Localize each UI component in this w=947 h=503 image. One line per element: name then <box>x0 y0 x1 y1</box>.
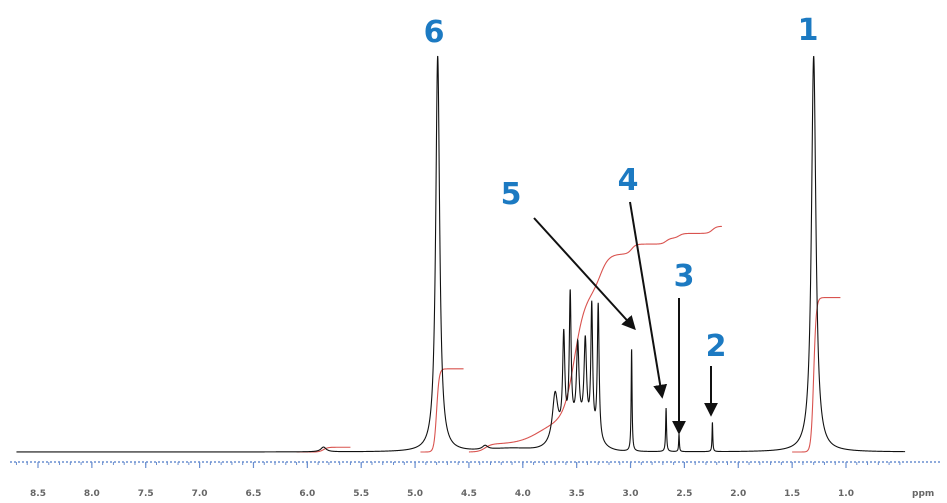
x-tick-label: 8.0 <box>84 489 100 499</box>
x-tick-label: 8.5 <box>30 489 46 499</box>
peak-label-3: 3 <box>674 259 695 294</box>
x-tick-label: 4.0 <box>515 489 531 499</box>
x-tick-label: 5.5 <box>353 489 369 499</box>
spectrum-line <box>16 55 906 453</box>
x-axis: 8.5 8.0 7.5 7.0 6.5 6.0 5.5 5.0 4.5 4.0 3.5 3.0 2.5 2… <box>10 461 940 499</box>
x-tick-label: 3.0 <box>623 489 639 499</box>
arrow-peak-4 <box>629 201 668 399</box>
x-tick-label: 1.5 <box>784 489 800 499</box>
arrow-peak-5 <box>533 217 636 331</box>
spectrum-layer <box>16 55 906 453</box>
x-tick-label: 2.5 <box>676 489 692 499</box>
integral-curve-layer <box>296 225 841 453</box>
x-tick-label: 6.0 <box>299 489 315 499</box>
integral-segment <box>420 368 464 453</box>
peak-label-5: 5 <box>501 177 522 212</box>
peak-label-4: 4 <box>618 163 639 198</box>
peak-label-2: 2 <box>706 329 727 364</box>
peak-label-6: 6 <box>424 15 445 50</box>
peak-label-1: 1 <box>798 13 819 48</box>
x-tick-label: 1.0 <box>838 489 854 499</box>
x-tick-label: 7.0 <box>192 489 208 499</box>
x-unit-label: ppm <box>912 489 934 499</box>
integral-segment <box>792 297 841 453</box>
x-tick-label: 4.5 <box>461 489 477 499</box>
x-tick-label: 6.5 <box>245 489 261 499</box>
x-tick-label: 3.5 <box>569 489 585 499</box>
x-tick-label: 2.0 <box>730 489 746 499</box>
x-tick-label: 7.5 <box>138 489 154 499</box>
x-tick-label: 5.0 <box>407 489 423 499</box>
